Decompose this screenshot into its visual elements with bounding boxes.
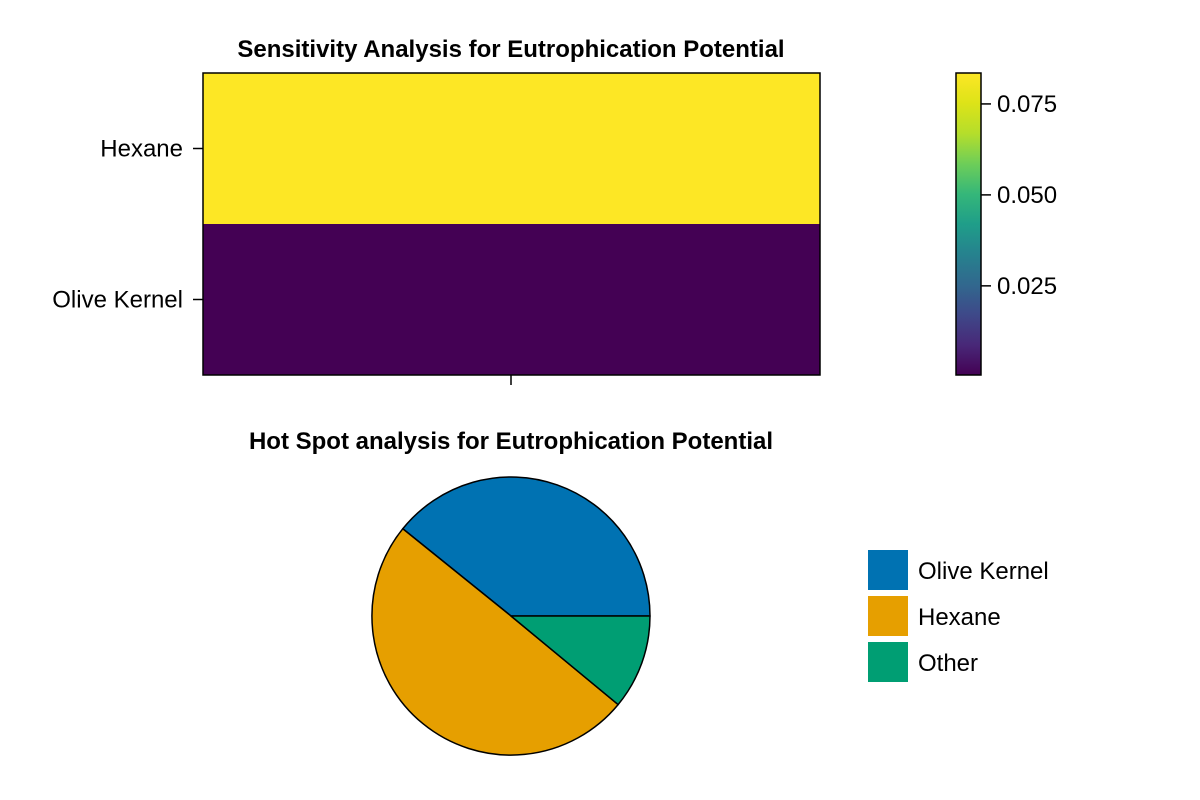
colorbar: 0.025 0.050 0.075 [955, 72, 1057, 376]
colorbar-ticks: 0.025 0.050 0.075 [981, 91, 1057, 300]
pie-legend: Olive Kernel Hexane Other [868, 550, 1049, 682]
pie-slice-hexane [371, 528, 619, 756]
colorbar-tick-label: 0.025 [997, 273, 1057, 300]
pie-slice-other [510, 615, 651, 706]
heatmap-cell-olive-kernel [203, 224, 820, 375]
pie-slices [371, 476, 651, 756]
heatmap-ytick-label-olive-kernel: Olive Kernel [52, 287, 183, 314]
colorbar-tick-label: 0.075 [997, 91, 1057, 118]
legend-swatch-hexane [868, 596, 908, 636]
legend-label-hexane: Hexane [918, 604, 1001, 631]
heatmap-yticks: Hexane Olive Kernel [52, 136, 203, 314]
heatmap-panel: Sensitivity Analysis for Eutrophication … [52, 36, 821, 385]
pie-slice-olive-kernel [402, 476, 651, 617]
heatmap-ytick-label-hexane: Hexane [100, 136, 183, 163]
pie-title: Hot Spot analysis for Eutrophication Pot… [249, 428, 773, 455]
heatmap-cells [203, 73, 820, 375]
legend-swatch-olive-kernel [868, 550, 908, 590]
legend-swatch-other [868, 642, 908, 682]
colorbar-tick-label: 0.050 [997, 182, 1057, 209]
colorbar-gradient [955, 72, 982, 376]
heatmap-title: Sensitivity Analysis for Eutrophication … [237, 36, 784, 63]
pie-panel: Hot Spot analysis for Eutrophication Pot… [249, 428, 1049, 756]
heatmap-cell-hexane [203, 73, 820, 224]
legend-label-other: Other [918, 650, 978, 677]
legend-label-olive-kernel: Olive Kernel [918, 558, 1049, 585]
